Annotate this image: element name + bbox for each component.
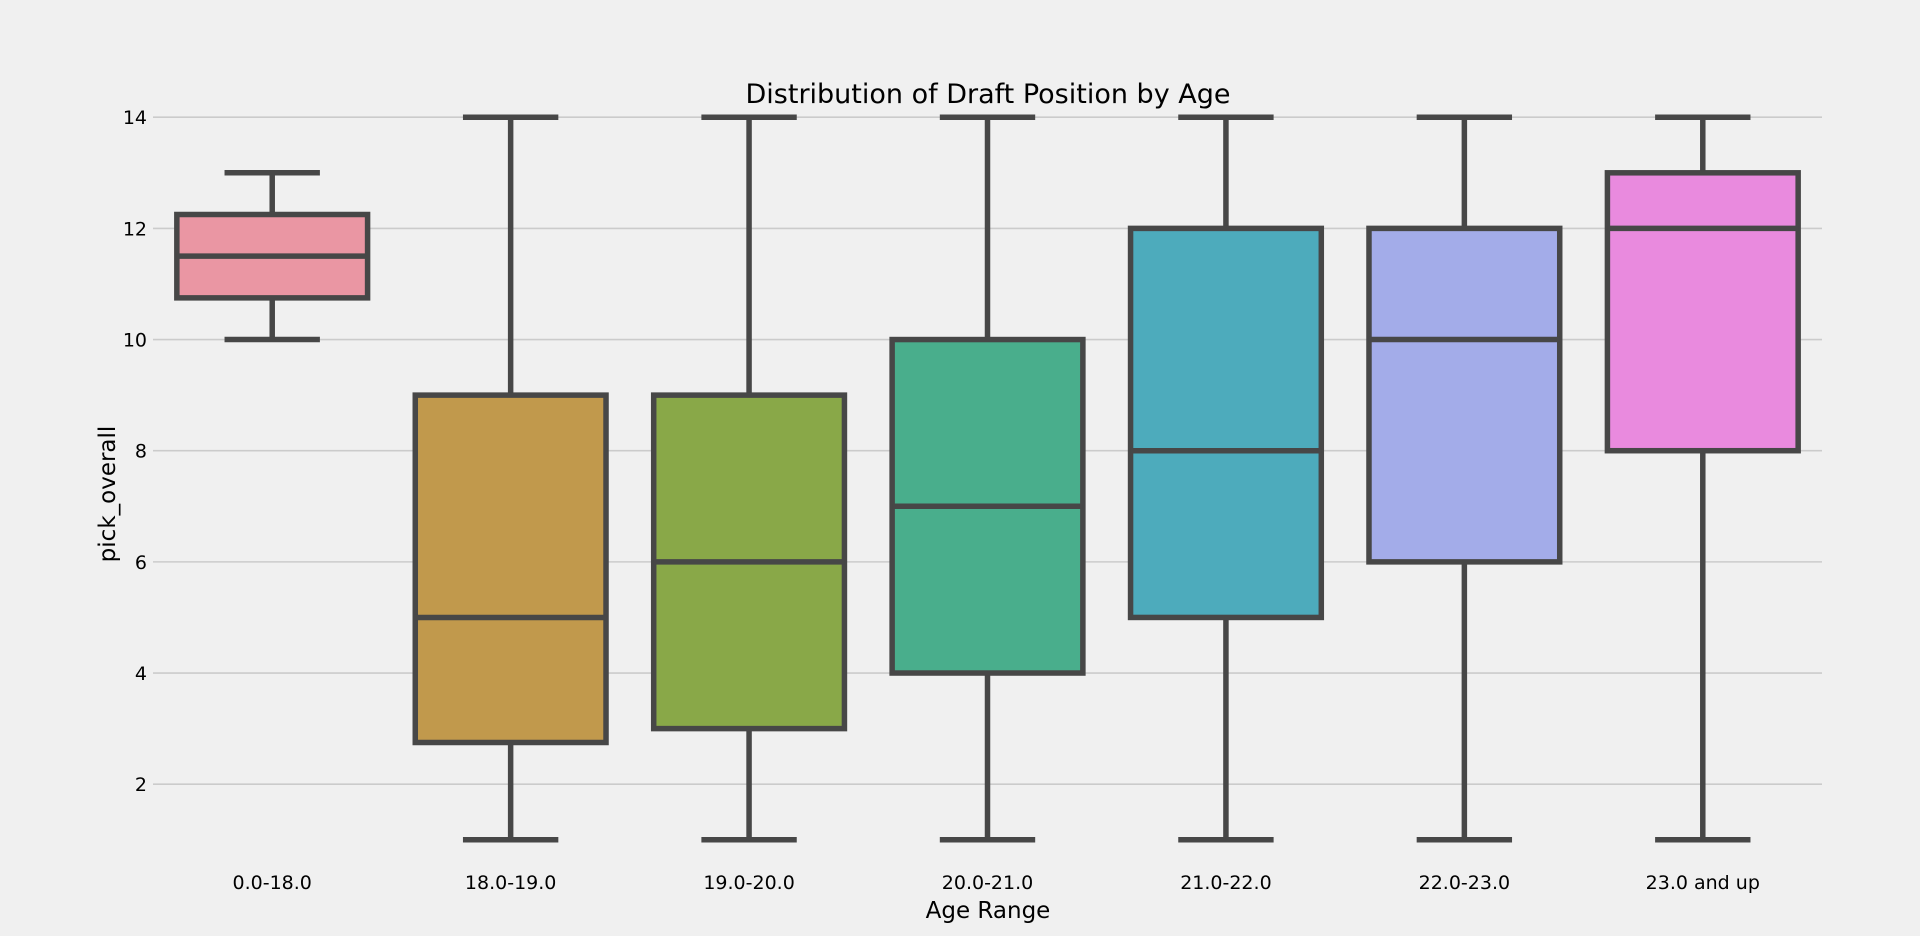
x-tick-label: 19.0-20.0: [703, 872, 794, 894]
box-group: [174, 170, 371, 343]
iqr-box: [1604, 170, 1801, 454]
y-tick-label: 6: [135, 552, 147, 574]
y-tick-label: 2: [135, 774, 147, 796]
boxes: [174, 114, 1801, 843]
box-group: [1366, 114, 1563, 843]
y-axis-ticks: 2 4 6 8 10 12 14: [123, 107, 147, 796]
iqr-box: [1366, 225, 1563, 565]
x-tick-label: 22.0-23.0: [1419, 872, 1510, 894]
x-tick-label: 23.0 and up: [1646, 872, 1760, 894]
x-axis-ticks: 0.0-18.0 18.0-19.0 19.0-20.0 20.0-21.0 21.0-…: [233, 872, 1760, 894]
y-axis-label: pick_overall: [95, 426, 121, 563]
x-tick-label: 0.0-18.0: [233, 872, 312, 894]
box-group: [650, 114, 848, 843]
iqr-box: [412, 392, 609, 746]
y-tick-label: 4: [135, 663, 147, 685]
box-group: [1604, 114, 1801, 843]
x-tick-label: 20.0-21.0: [942, 872, 1033, 894]
y-tick-label: 10: [123, 330, 147, 352]
x-axis-label: Age Range: [926, 898, 1051, 924]
x-tick-label: 18.0-19.0: [465, 872, 556, 894]
chart-title: Distribution of Draft Position by Age: [746, 79, 1231, 110]
iqr-box: [1127, 225, 1325, 621]
y-tick-label: 8: [135, 441, 147, 463]
x-tick-label: 21.0-22.0: [1180, 872, 1271, 894]
box-group: [412, 114, 609, 843]
y-tick-label: 14: [123, 107, 147, 129]
box-group: [889, 114, 1086, 843]
box-group: [1127, 114, 1325, 843]
y-tick-label: 12: [123, 218, 147, 240]
